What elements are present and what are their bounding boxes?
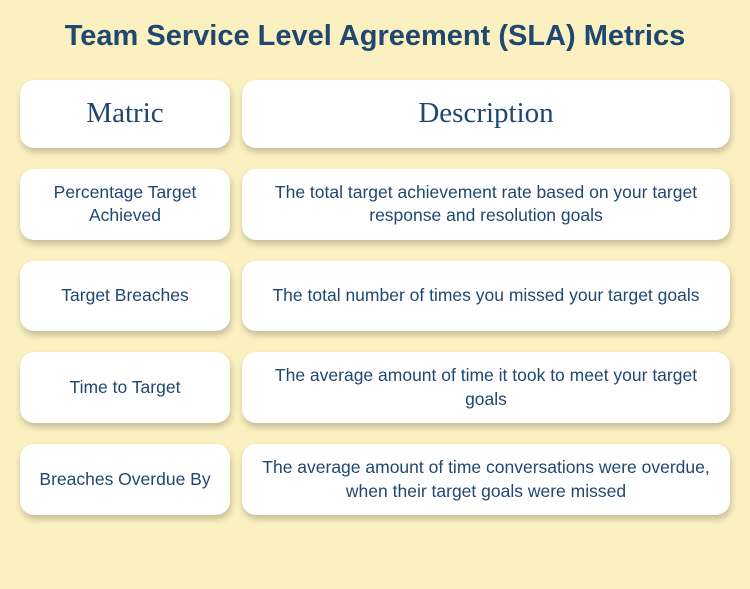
metric-name: Time to Target	[20, 352, 230, 423]
column-header-metric: Matric	[20, 80, 230, 148]
table-row: Target Breaches The total number of time…	[20, 261, 730, 331]
column-header-description: Description	[242, 80, 730, 148]
metric-name: Breaches Overdue By	[20, 444, 230, 515]
metric-name: Target Breaches	[20, 261, 230, 331]
metric-description: The average amount of time it took to me…	[242, 352, 730, 423]
metric-description: The total target achievement rate based …	[242, 169, 730, 240]
table-row: Time to Target The average amount of tim…	[20, 352, 730, 423]
metric-description: The total number of times you missed you…	[242, 261, 730, 331]
table-row: Percentage Target Achieved The total tar…	[20, 169, 730, 240]
table-header-row: Matric Description	[20, 80, 730, 148]
metrics-table: Matric Description Percentage Target Ach…	[20, 80, 730, 516]
page-title: Team Service Level Agreement (SLA) Metri…	[20, 18, 730, 56]
table-row: Breaches Overdue By The average amount o…	[20, 444, 730, 515]
metric-name: Percentage Target Achieved	[20, 169, 230, 240]
metric-description: The average amount of time conversations…	[242, 444, 730, 515]
